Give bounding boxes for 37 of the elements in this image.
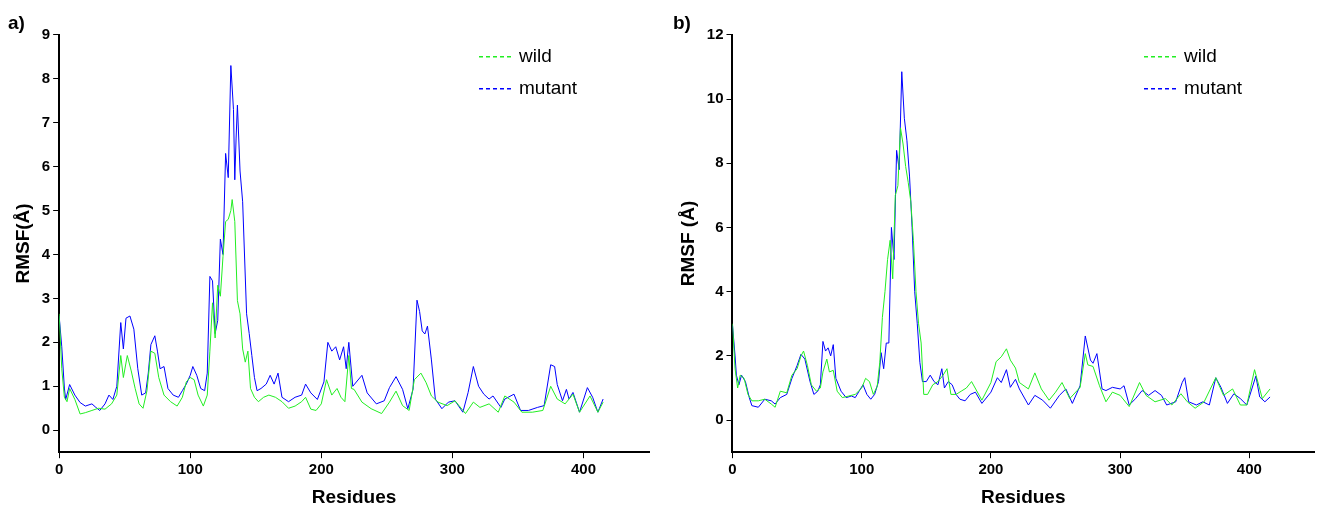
y-tick-label: 0	[715, 410, 724, 428]
x-tick-label: 200	[308, 460, 334, 478]
y-tick-label: 7	[41, 112, 51, 130]
y-tick-label: 6	[41, 156, 51, 174]
x-tick-label: 300	[439, 460, 465, 478]
y-tick-label: 8	[715, 153, 724, 171]
x-tick-label: 200	[978, 460, 1004, 478]
chart-title: b)	[673, 11, 691, 33]
legend-label: mutant	[519, 77, 578, 99]
y-axis-title: RMSF (Å)	[676, 200, 698, 287]
x-tick-label: 0	[54, 460, 64, 478]
y-tick-label: 2	[41, 332, 51, 350]
y-tick-label: 1	[41, 376, 51, 394]
legend-label: mutant	[1184, 77, 1243, 99]
x-tick-label: 400	[570, 460, 596, 478]
y-tick-label: 5	[41, 200, 51, 218]
x-tick-label: 400	[1236, 460, 1262, 478]
y-tick-label: 8	[41, 68, 51, 86]
y-axis-title: RMSF(Å)	[11, 203, 33, 284]
legend-label: wild	[1183, 45, 1217, 67]
y-tick-label: 10	[706, 89, 724, 107]
y-tick-label: 2	[715, 346, 724, 364]
x-tick-label: 300	[1107, 460, 1133, 478]
chart-title: a)	[8, 11, 25, 33]
y-tick-label: 0	[41, 420, 51, 438]
y-tick-label: 3	[41, 288, 51, 306]
legend-label: wild	[518, 45, 552, 67]
x-tick-label: 0	[728, 460, 737, 478]
y-tick-label: 4	[715, 281, 725, 299]
y-tick-label: 6	[715, 217, 724, 235]
y-tick-label: 4	[41, 244, 51, 262]
x-tick-label: 100	[849, 460, 875, 478]
x-axis-title: Residues	[981, 485, 1066, 507]
y-tick-label: 9	[41, 24, 51, 42]
y-tick-label: 12	[706, 24, 724, 42]
x-tick-label: 100	[177, 460, 203, 478]
x-axis-title: Residues	[311, 485, 397, 507]
